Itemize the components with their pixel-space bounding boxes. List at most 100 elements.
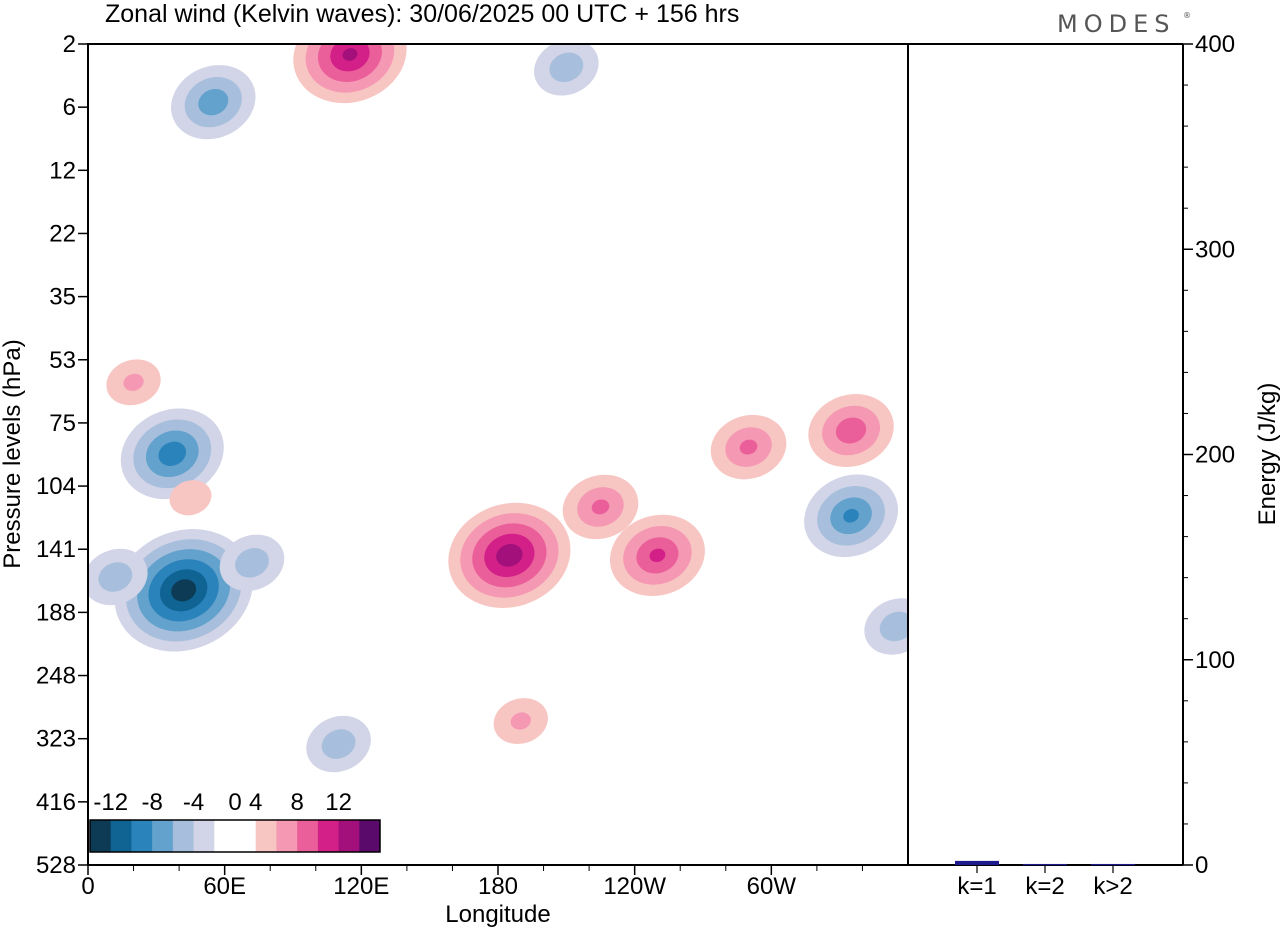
energy-category-label: k=2 (1025, 873, 1064, 900)
contour-level (591, 499, 610, 515)
y-tick-label: 22 (49, 220, 76, 247)
wind-cell-westerly (448, 502, 571, 608)
colorbar: -12 -8 -4 0 4 8 12 (89, 789, 381, 853)
wind-cell-westerly (808, 393, 894, 468)
contour-level (843, 508, 859, 523)
energy-y-tick-label: 300 (1195, 236, 1235, 263)
colorbar-swatch (110, 820, 132, 852)
y-tick-label: 35 (49, 284, 76, 311)
wind-cell-easterly (306, 715, 371, 773)
colorbar-swatch (359, 820, 381, 852)
energy-y-tick-label: 200 (1195, 442, 1235, 469)
x-tick-label: 120W (603, 873, 666, 900)
wind-cell-easterly (120, 408, 224, 500)
brand-logo: MODES (1057, 10, 1175, 38)
contour-field (88, 44, 908, 773)
y-tick-label: 2 (63, 31, 76, 58)
wind-cell-easterly (171, 65, 256, 140)
y-tick-label: 104 (36, 473, 76, 500)
x-tick-label: 180 (478, 873, 518, 900)
energy-axis-label: Energy (J/kg) (1254, 383, 1280, 526)
colorbar-swatch (317, 820, 339, 852)
x-tick-label: 60E (203, 873, 246, 900)
colorbar-swatch (297, 820, 319, 852)
contour-level (549, 52, 584, 83)
energy-bar (1023, 863, 1067, 866)
energy-y-tick-label: 0 (1195, 852, 1208, 879)
contour-level (835, 417, 867, 444)
y-tick-label: 75 (49, 410, 76, 437)
energy-y-ticks: 0 100 200 300 400 (1183, 31, 1235, 879)
page-title: Zonal wind (Kelvin waves): 30/06/2025 00… (105, 0, 739, 28)
y-tick-label: 416 (36, 789, 76, 816)
colorbar-swatch (276, 820, 298, 852)
y-tick-label: 528 (36, 852, 76, 879)
wind-cell-westerly (493, 698, 548, 744)
y-tick-label: 6 (63, 94, 76, 121)
contour-level (158, 441, 187, 466)
colorbar-label: 0 (228, 789, 241, 816)
colorbar-label: -4 (183, 789, 204, 816)
x-tick-label: 0 (81, 873, 94, 900)
contour-level (321, 729, 356, 759)
wind-cell-westerly (106, 359, 161, 406)
colorbar-swatch (235, 820, 257, 852)
colorbar-swatch (193, 820, 215, 852)
contour-level (649, 548, 666, 563)
energy-y-tick-label: 100 (1195, 647, 1235, 674)
wind-cell-easterly (219, 534, 285, 592)
wind-cell-westerly (609, 514, 705, 597)
colorbar-label: 4 (249, 789, 262, 816)
y-tick-label: 323 (36, 726, 76, 753)
contour-level (879, 611, 908, 642)
wind-cell-westerly (710, 414, 787, 480)
colorbar-label: 8 (290, 789, 303, 816)
y-tick-label: 12 (49, 157, 76, 184)
x-tick-label: 120E (333, 873, 389, 900)
colorbar-label: -12 (93, 789, 128, 816)
contour-level (235, 548, 269, 578)
colorbar-swatch (214, 820, 236, 852)
x-axis-label: Longitude (445, 901, 550, 928)
energy-bar (1091, 863, 1135, 866)
contour-level (98, 562, 133, 592)
y-tick-label: 53 (49, 347, 76, 374)
colorbar-label: -8 (141, 789, 162, 816)
y-tick-label: 248 (36, 663, 76, 690)
wind-cell-easterly (864, 598, 908, 655)
colorbar-swatch (152, 820, 174, 852)
colorbar-swatch (338, 820, 360, 852)
hovmoller-panel: 0 60E 120E 180 120W 60W 2 6 12 22 35 53 75 104 141 188… (0, 31, 909, 928)
x-ticks: 0 60E 120E 180 120W 60W (81, 865, 863, 900)
energy-bar (955, 860, 999, 865)
wind-cell-westerly (562, 474, 639, 540)
colorbar-frame (89, 819, 381, 853)
energy-bars: k=1 k=2 k>2 (955, 860, 1135, 900)
contour-level (496, 544, 523, 567)
colorbar-swatch (90, 820, 112, 852)
colorbar-swatch (255, 820, 277, 852)
colorbar-swatch (131, 820, 153, 852)
contour-level (123, 373, 144, 391)
wind-cell-easterly (534, 44, 599, 96)
contour-level (510, 712, 531, 730)
y-tick-label: 141 (36, 536, 76, 563)
wind-cell-easterly (114, 529, 253, 652)
y-ticks: 2 6 12 22 35 53 75 104 141 188 248 323 416 528 (36, 31, 88, 879)
wind-cell-easterly (804, 474, 898, 558)
contour-level (739, 439, 758, 455)
contour-level (198, 88, 229, 116)
wind-cell-westerly (293, 44, 407, 104)
wind-cell-westerly (169, 480, 212, 516)
wind-cell-easterly (88, 548, 148, 606)
y-axis-label: Pressure levels (hPa) (0, 339, 26, 568)
colorbar-label: 12 (325, 789, 352, 816)
energy-panel: k=1 k=2 k>2 0 100 200 300 400 Energy (J/kg) (908, 31, 1280, 900)
y-tick-label: 188 (36, 599, 76, 626)
contour-level (342, 48, 358, 61)
brand-mark: ® (1183, 11, 1191, 20)
contour-level (171, 579, 197, 602)
colorbar-swatch (172, 820, 194, 852)
energy-category-label: k=1 (957, 873, 996, 900)
